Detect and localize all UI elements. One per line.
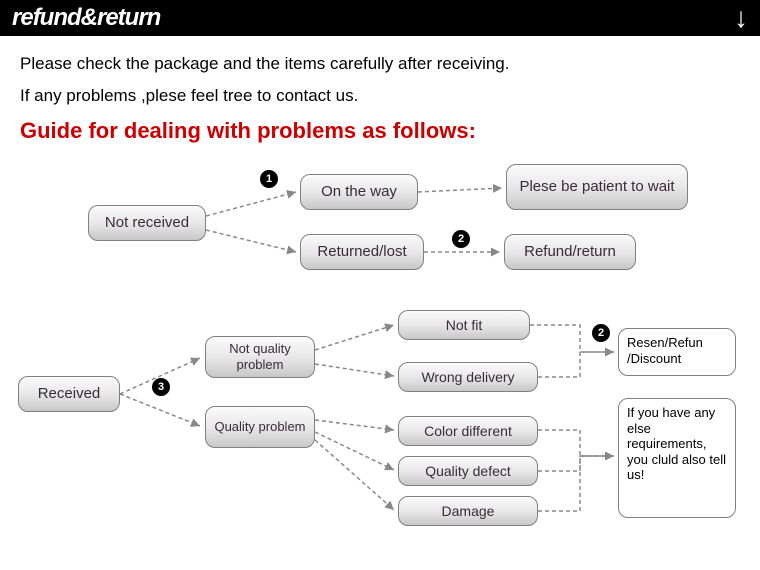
badge-1: 1	[260, 170, 278, 188]
node-label: Quality defect	[425, 463, 511, 480]
intro-block: Please check the package and the items c…	[0, 36, 760, 160]
badge-text: 3	[158, 381, 164, 393]
node-label: Refund/return	[524, 243, 616, 261]
badge-3: 3	[152, 378, 170, 396]
node-returned-lost: Returned/lost	[300, 234, 424, 270]
node-resen-refund-discount: Resen/Refun /Discount	[618, 328, 736, 376]
node-label: Plese be patient to wait	[519, 178, 674, 196]
node-on-the-way: On the way	[300, 174, 418, 210]
intro-line-1: Please check the package and the items c…	[20, 54, 740, 74]
node-damage: Damage	[398, 496, 538, 526]
node-label: Not quality problem	[212, 341, 308, 372]
intro-line-2: If any problems ,plese feel tree to cont…	[20, 86, 740, 106]
node-label: If you have any else requirements, you c…	[627, 405, 727, 483]
node-label: Color different	[424, 423, 512, 440]
node-refund-return: Refund/return	[504, 234, 636, 270]
node-label: Received	[38, 385, 101, 403]
node-label: Resen/Refun /Discount	[627, 335, 727, 366]
node-wrong-delivery: Wrong delivery	[398, 362, 538, 392]
node-label: Returned/lost	[317, 243, 406, 261]
header-title: refund&return	[12, 4, 160, 32]
node-label: Wrong delivery	[421, 369, 514, 386]
node-received: Received	[18, 376, 120, 412]
badge-2b: 2	[592, 324, 610, 342]
node-not-quality-problem: Not quality problem	[205, 336, 315, 378]
header-arrow-icon: ↓	[734, 4, 748, 32]
node-quality-problem: Quality problem	[205, 406, 315, 448]
node-quality-defect: Quality defect	[398, 456, 538, 486]
node-label: On the way	[321, 183, 397, 201]
guide-title: Guide for dealing with problems as follo…	[20, 118, 740, 144]
badge-text: 2	[598, 327, 604, 339]
flowchart-canvas: Not received On the way Returned/lost Pl…	[0, 160, 760, 570]
badge-text: 1	[266, 173, 272, 185]
node-label: Not received	[105, 214, 189, 232]
badge-2a: 2	[452, 230, 470, 248]
node-if-you-have: If you have any else requirements, you c…	[618, 398, 736, 518]
node-label: Not fit	[446, 317, 483, 334]
node-not-received: Not received	[88, 205, 206, 241]
node-be-patient: Plese be patient to wait	[506, 164, 688, 210]
node-label: Quality problem	[214, 419, 305, 435]
node-not-fit: Not fit	[398, 310, 530, 340]
node-label: Damage	[442, 503, 495, 520]
badge-text: 2	[458, 233, 464, 245]
header-bar: refund&return ↓	[0, 0, 760, 36]
node-color-different: Color different	[398, 416, 538, 446]
